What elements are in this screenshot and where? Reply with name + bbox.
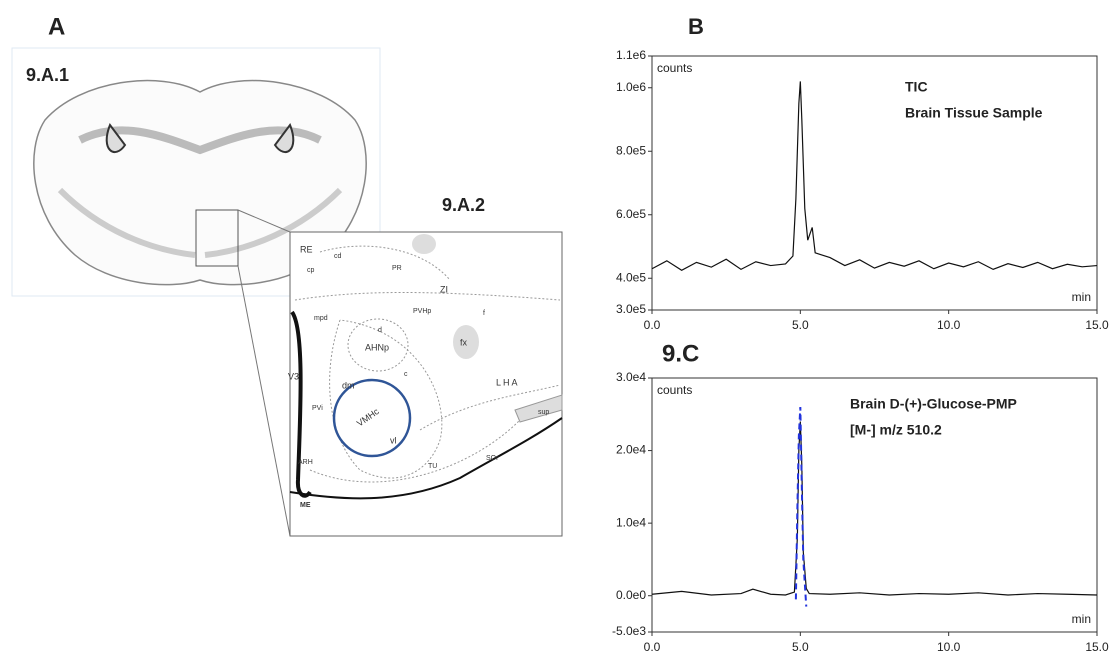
third-ventricle [290, 310, 312, 498]
atlas-label: RE [300, 244, 313, 254]
atlas-label: ARH [298, 459, 313, 466]
atlas-label: ME [300, 502, 311, 509]
y-tick-label: 0.0e0 [616, 588, 646, 602]
fornix [453, 325, 479, 359]
panel-label: 9.A.1 [26, 65, 69, 85]
structure [412, 234, 436, 254]
y-tick-label: 1.1e6 [616, 48, 646, 62]
panel-label: B [688, 14, 704, 39]
atlas-label: d [378, 327, 382, 334]
x-axis-title: min [1072, 612, 1091, 626]
connector [237, 265, 291, 537]
atlas-frame [11, 47, 381, 297]
atlas-label: PR [392, 265, 402, 272]
atlas-label: V3 [288, 371, 299, 381]
y-tick-label: -5.0e3 [612, 624, 646, 638]
x-tick-label: 5.0 [792, 318, 809, 332]
atlas-label: PVHp [413, 308, 431, 315]
atlas-label: fx [460, 337, 468, 347]
panel-label: 9.C [662, 340, 699, 367]
y-tick-label: 1.0e4 [616, 515, 646, 529]
plot-frame [651, 377, 1098, 633]
annotation: Brain D-(+)-Glucose-PMP [850, 396, 1017, 412]
inset-marker [195, 209, 239, 267]
atlas-label: cd [334, 253, 342, 260]
fiber-tracts [57, 187, 343, 258]
atlas-label: LHA [496, 377, 520, 387]
series-line [794, 406, 808, 607]
atlas-label: ZI [440, 284, 448, 294]
ventricles [105, 122, 295, 153]
atlas-label: f [483, 310, 485, 317]
vmh-circle [332, 378, 412, 458]
white-matter [78, 126, 322, 155]
x-tick-label: 10.0 [937, 318, 961, 332]
atlas-label: SOr [486, 455, 499, 462]
y-tick-label: 4.0e5 [616, 270, 646, 284]
x-tick-label: 15.0 [1085, 640, 1109, 654]
atlas-label: PVi [312, 405, 323, 412]
y-tick-label: 1.0e6 [616, 80, 646, 94]
x-tick-label: 5.0 [792, 640, 809, 654]
series-line [651, 81, 1098, 272]
y-tick-label: 3.0e4 [616, 370, 646, 384]
x-tick-label: 15.0 [1085, 318, 1109, 332]
inset-frame [289, 231, 563, 537]
atlas-label: vl [390, 435, 397, 445]
annotation: Brain Tissue Sample [905, 105, 1043, 121]
y-axis-title: counts [657, 61, 692, 75]
x-tick-label: 10.0 [937, 640, 961, 654]
atlas-label: sup [538, 409, 549, 416]
panel-label: A [48, 13, 65, 40]
connector [237, 209, 291, 233]
atlas-label: AHNp [365, 342, 389, 352]
x-tick-label: 0.0 [644, 318, 661, 332]
nucleus-boundaries [294, 245, 561, 483]
atlas-label: mpd [314, 315, 328, 322]
y-tick-label: 6.0e5 [616, 207, 646, 221]
atlas-label: dm [342, 380, 355, 390]
y-tick-label: 2.0e4 [616, 443, 646, 457]
atlas-label: TU [428, 463, 437, 470]
optic-tract [514, 394, 563, 423]
atlas-labels: RE cd cp PR ZI mpd PVHp f d AHNp fx V3 d… [288, 244, 549, 508]
atlas-label: cp [307, 267, 315, 274]
annotation: [M-] m/z 510.2 [850, 422, 942, 438]
panel-label: 9.A.2 [442, 195, 485, 215]
x-tick-label: 0.0 [644, 640, 661, 654]
annotation: TIC [905, 79, 928, 95]
brain-surface [289, 417, 563, 500]
x-axis-title: min [1072, 290, 1091, 304]
plot-frame [651, 55, 1098, 311]
y-tick-label: 8.0e5 [616, 143, 646, 157]
y-axis-title: counts [657, 383, 692, 397]
atlas-label: c [404, 371, 408, 378]
y-tick-label: 3.0e5 [616, 302, 646, 316]
series-line [651, 421, 1098, 596]
